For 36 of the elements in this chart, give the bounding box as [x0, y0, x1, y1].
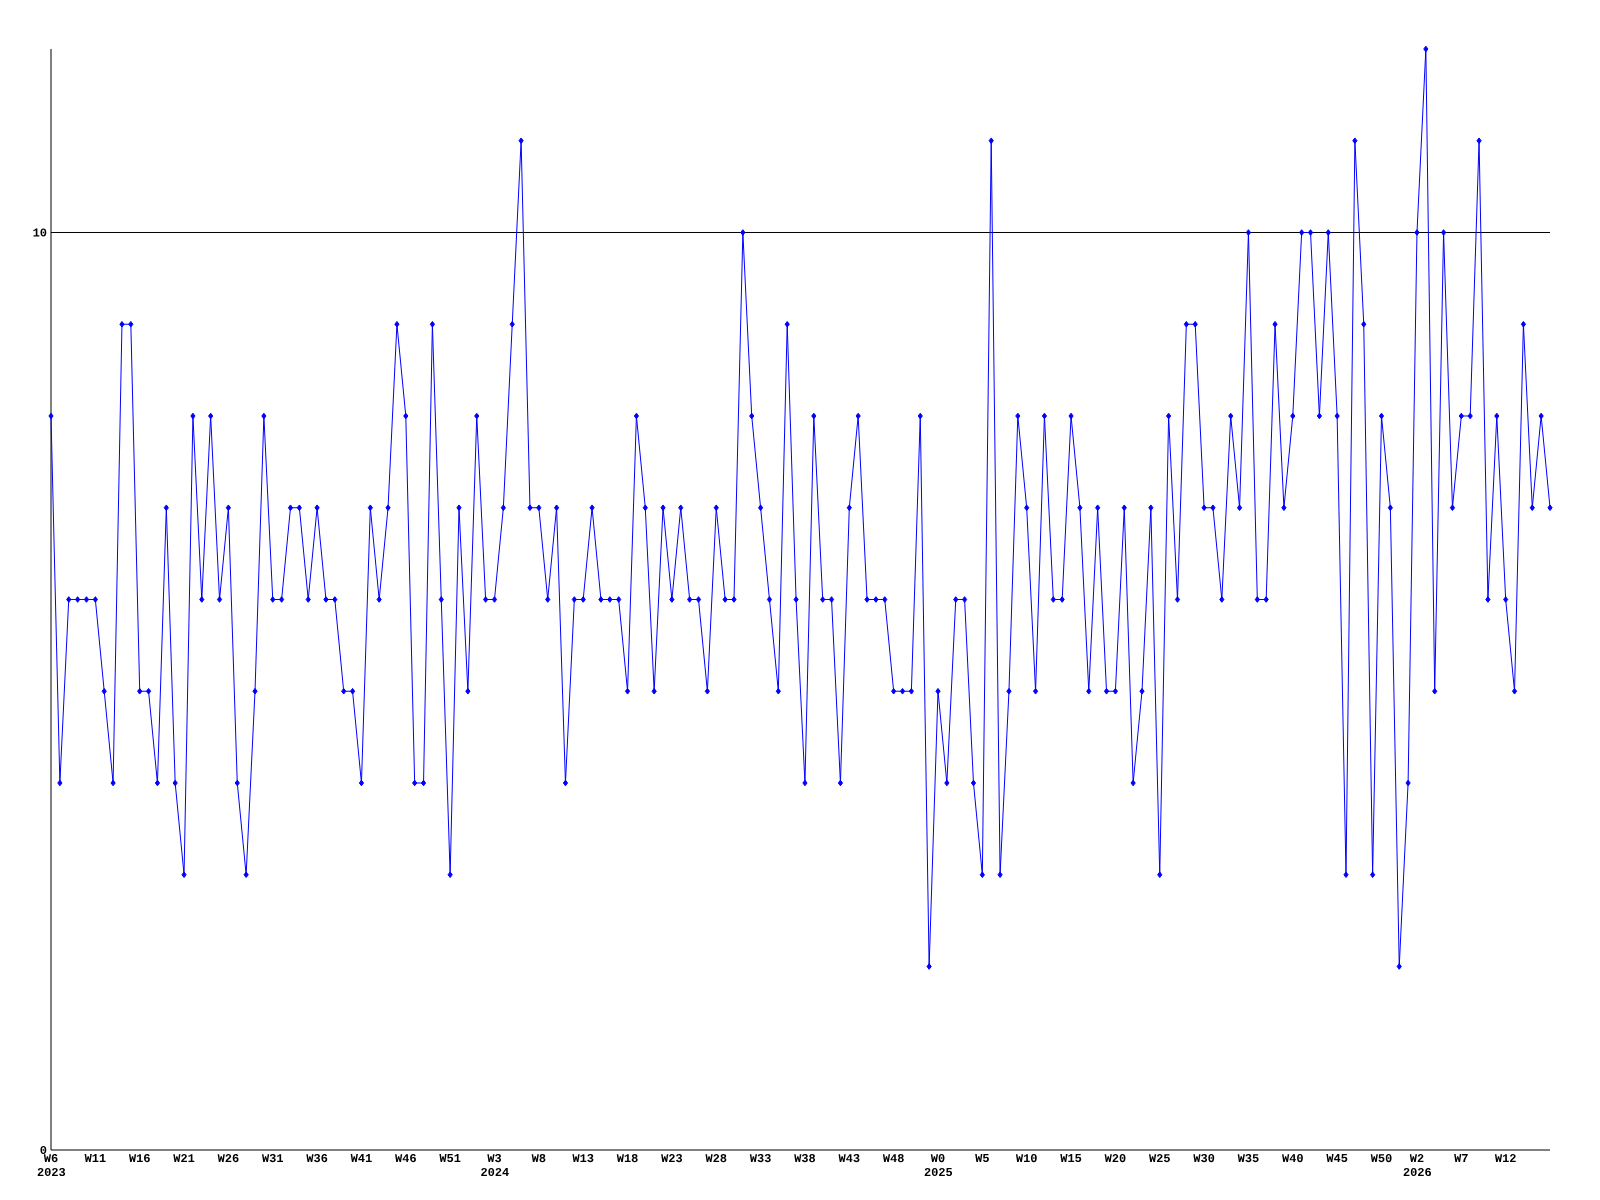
x-tick-label: W28	[705, 1154, 727, 1163]
x-tick-label: W18	[616, 1154, 638, 1163]
x-tick-label: W50	[1370, 1154, 1392, 1163]
y-tick-label: 0	[40, 1145, 47, 1155]
x-tick-label: W6 2023	[37, 1154, 66, 1177]
x-tick-label: W36	[306, 1154, 328, 1163]
x-tick-label: W8	[531, 1154, 546, 1163]
x-tick-label: W21	[173, 1154, 195, 1163]
x-tick-label: W25	[1148, 1154, 1170, 1163]
x-tick-label: W51	[439, 1154, 461, 1163]
x-tick-label: W33	[749, 1154, 771, 1163]
x-tick-label: W5	[975, 1154, 989, 1163]
x-tick-label: W43	[838, 1154, 860, 1163]
x-tick-label: W11	[84, 1154, 106, 1162]
x-tick-label: W45	[1326, 1154, 1348, 1163]
x-tick-label: W10	[1015, 1154, 1037, 1163]
x-tick-label: W46	[395, 1154, 416, 1163]
x-tick-label: W31	[261, 1154, 284, 1163]
x-tick-label: W30	[1193, 1154, 1215, 1163]
x-tick-label: W35	[1237, 1154, 1259, 1163]
x-tick-label: W23	[661, 1154, 683, 1163]
x-tick-label: W40	[1282, 1154, 1303, 1163]
x-tick-label: W41	[350, 1154, 372, 1162]
x-tick-label: W20	[1104, 1154, 1126, 1163]
y-tick-label: 10	[33, 228, 47, 237]
x-tick-label: W26	[217, 1154, 239, 1163]
x-tick-label: W38	[794, 1154, 816, 1163]
x-tick-label: W15	[1060, 1154, 1082, 1163]
x-tick-label: W7	[1454, 1154, 1468, 1162]
x-tick-label: W0 2025	[924, 1154, 953, 1177]
x-tick-label: W12	[1494, 1154, 1516, 1163]
x-tick-label: W3 2024	[481, 1154, 509, 1177]
x-tick-label: W13	[572, 1154, 594, 1163]
x-tick-label: W16	[128, 1154, 150, 1163]
x-tick-label: W48	[882, 1154, 904, 1163]
x-tick-label: W2 2026	[1403, 1154, 1432, 1177]
